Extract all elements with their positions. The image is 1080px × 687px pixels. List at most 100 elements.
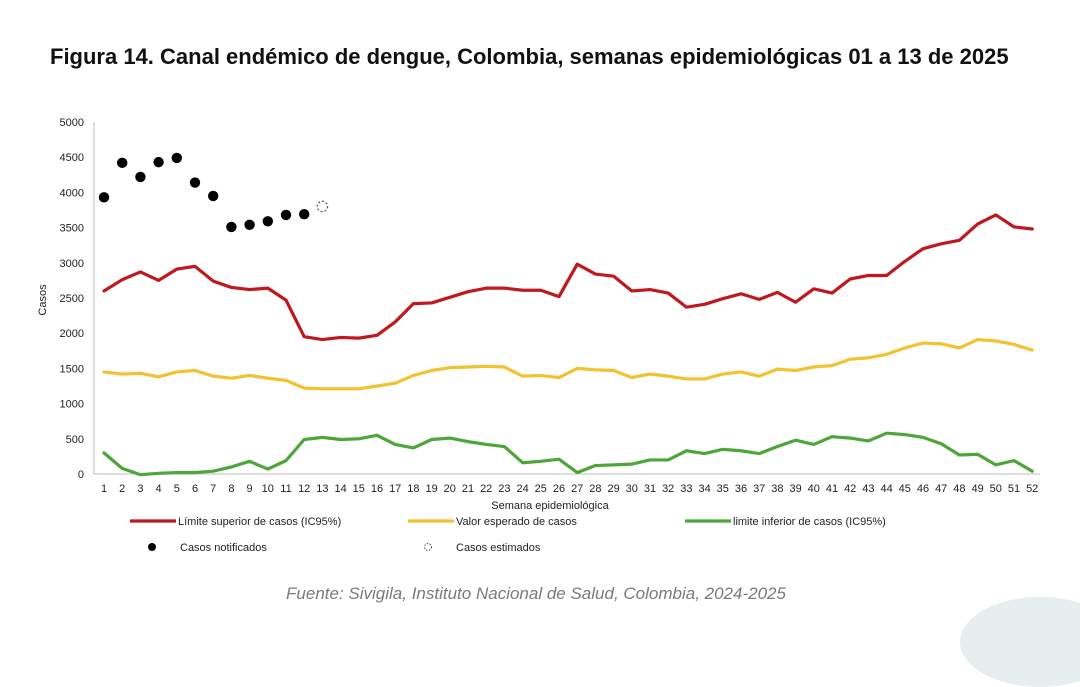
x-tick-label: 33 (680, 483, 692, 495)
x-tick-label: 7 (210, 483, 216, 495)
x-tick-label: 42 (844, 483, 856, 495)
y-axis-label: Casos (37, 284, 49, 316)
x-tick-label: 41 (826, 483, 838, 495)
x-tick-label: 30 (626, 483, 638, 495)
legend-label: Valor esperado de casos (456, 516, 577, 528)
legend-label: Límite superior de casos (IC95%) (178, 516, 341, 528)
x-tick-label: 14 (334, 483, 346, 495)
x-tick-label: 50 (990, 483, 1002, 495)
x-tick-label: 19 (425, 483, 437, 495)
y-tick-label: 4000 (60, 187, 84, 199)
estimated-case-point (316, 200, 329, 213)
x-tick-label: 9 (247, 483, 253, 495)
x-tick-label: 2 (119, 483, 125, 495)
x-tick-label: 3 (137, 483, 143, 495)
x-tick-label: 6 (192, 483, 198, 495)
x-tick-labels: 1 2 3 4 5 6 7 8 9 10 11 12 13 14 15 16 17 18 19 20 21 22 23 24 2… (101, 483, 1038, 495)
y-tick-label: 1500 (60, 363, 84, 375)
reported-case-point (262, 216, 273, 227)
x-tick-label: 22 (480, 483, 492, 495)
y-tick-labels: 0 500 1000 1500 2000 2500 3000 3500 4000 4500 5000 (60, 117, 84, 481)
x-tick-label: 24 (516, 483, 528, 495)
x-tick-label: 26 (553, 483, 565, 495)
endemic-channel-chart: 0 500 1000 1500 2000 2500 3000 3500 4000 4500 5000… (37, 117, 1040, 554)
y-tick-label: 3000 (60, 258, 84, 270)
x-tick-label: 44 (880, 483, 892, 495)
y-tick-label: 1000 (60, 399, 84, 411)
series-line-l-mite-superior-de-casos-ic (102, 213, 1034, 342)
series-line-limite-inferior-de-casos-ic (102, 431, 1034, 477)
y-tick-label: 500 (66, 434, 84, 446)
figure-title: Figura 14. Canal endémico de dengue, Col… (50, 44, 1009, 69)
legend-item: Límite superior de casos (IC95%) (130, 516, 341, 528)
legend-label: limite inferior de casos (IC95%) (733, 516, 886, 528)
x-tick-label: 46 (917, 483, 929, 495)
x-tick-label: 18 (407, 483, 419, 495)
legend-item: limite inferior de casos (IC95%) (685, 516, 886, 528)
x-tick-label: 8 (228, 483, 234, 495)
x-tick-label: 13 (316, 483, 328, 495)
decorative-corner-shape (960, 597, 1080, 687)
reported-case-point (189, 177, 201, 188)
x-tick-label: 1 (101, 483, 107, 495)
x-tick-label: 36 (735, 483, 747, 495)
y-tick-label: 5000 (60, 117, 84, 129)
legend-item: Casos notificados (148, 542, 267, 554)
x-tick-label: 11 (280, 483, 291, 495)
legend: Límite superior de casos (IC95%) Valor es… (130, 516, 886, 554)
x-tick-label: 12 (298, 483, 310, 495)
reported-case-point (117, 157, 128, 169)
reported-case-point (98, 192, 110, 203)
x-tick-label: 38 (771, 483, 783, 495)
series-line-valor-esperado-de-casos (102, 337, 1034, 391)
source-note: Fuente: Sivigila, Instituto Nacional de … (286, 584, 786, 603)
legend-swatch-dot (148, 543, 156, 551)
x-tick-label: 35 (717, 483, 729, 495)
x-tick-label: 32 (662, 483, 674, 495)
x-tick-label: 29 (607, 483, 619, 495)
legend-swatch-dashed-circle (424, 543, 432, 551)
x-tick-label: 43 (862, 483, 874, 495)
legend-item: Valor esperado de casos (408, 516, 577, 528)
x-tick-label: 27 (571, 483, 583, 495)
reported-cases-dots (98, 152, 329, 233)
reported-case-point (299, 209, 310, 220)
x-tick-label: 25 (535, 483, 547, 495)
x-tick-label: 17 (389, 483, 401, 495)
y-tick-label: 2000 (60, 328, 84, 340)
x-tick-label: 21 (462, 483, 474, 495)
reported-case-point (208, 190, 219, 202)
x-tick-label: 20 (444, 483, 456, 495)
x-tick-label: 16 (371, 483, 383, 495)
x-tick-label: 31 (644, 483, 656, 495)
x-tick-label: 49 (971, 483, 983, 495)
legend-item: Casos estimados (424, 542, 541, 554)
x-tick-label: 37 (753, 483, 765, 495)
x-tick-label: 39 (789, 483, 801, 495)
legend-label: Casos notificados (180, 542, 267, 554)
y-tick-label: 4500 (60, 152, 84, 164)
x-tick-label: 10 (262, 483, 274, 495)
reported-case-point (244, 219, 255, 230)
x-tick-label: 47 (935, 483, 947, 495)
y-tick-label: 2500 (60, 293, 84, 305)
x-tick-label: 45 (899, 483, 911, 495)
x-tick-label: 51 (1008, 483, 1020, 495)
reported-case-point (280, 209, 292, 221)
reported-case-point (135, 171, 146, 183)
x-tick-label: 23 (498, 483, 510, 495)
reported-case-point (153, 156, 164, 168)
x-tick-label: 52 (1026, 483, 1038, 495)
x-tick-label: 48 (953, 483, 965, 495)
x-tick-label: 4 (156, 483, 162, 495)
y-tick-label: 0 (78, 469, 84, 481)
legend-label: Casos estimados (456, 542, 541, 554)
x-tick-label: 40 (808, 483, 820, 495)
x-axis-label: Semana epidemiológica (491, 500, 609, 512)
x-tick-label: 28 (589, 483, 601, 495)
reported-case-point (226, 221, 237, 233)
x-tick-label: 5 (174, 483, 180, 495)
reported-case-point (171, 152, 182, 164)
y-tick-label: 3500 (60, 223, 84, 235)
series-lines (102, 213, 1034, 477)
